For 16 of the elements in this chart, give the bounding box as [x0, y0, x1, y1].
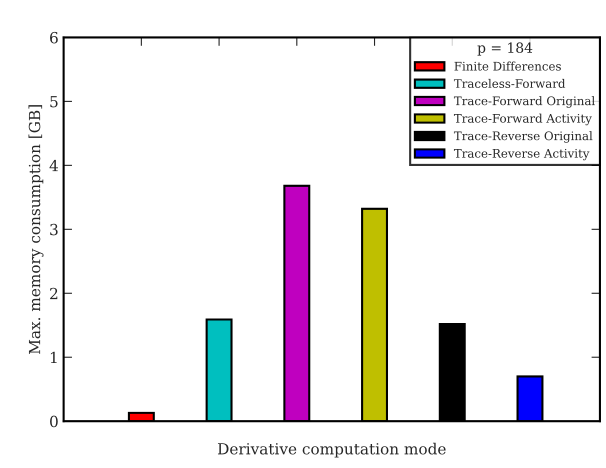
legend-title: p = 184	[478, 42, 532, 56]
legend-label: Trace-Forward Activity	[454, 114, 592, 126]
y-tick-label: 0	[50, 416, 58, 428]
x-axis-title: Derivative computation mode	[218, 442, 446, 458]
legend-label: Trace-Reverse Original	[454, 131, 592, 143]
y-tick-label: 1	[50, 352, 57, 364]
y-tick-label: 2	[50, 288, 58, 300]
y-tick-label: 3	[50, 224, 58, 236]
legend-label: Trace-Forward Original	[454, 96, 595, 108]
y-tick-label: 4	[50, 160, 58, 172]
legend-label: Traceless-Forward	[454, 78, 566, 88]
y-axis-title: Max. memory consumption [GB]	[28, 105, 44, 354]
legend-label: Finite Differences	[454, 62, 561, 71]
legend-label: Trace-Reverse Activity	[454, 148, 590, 160]
y-tick-label: 6	[50, 32, 58, 44]
y-tick-label: 5	[50, 96, 58, 108]
